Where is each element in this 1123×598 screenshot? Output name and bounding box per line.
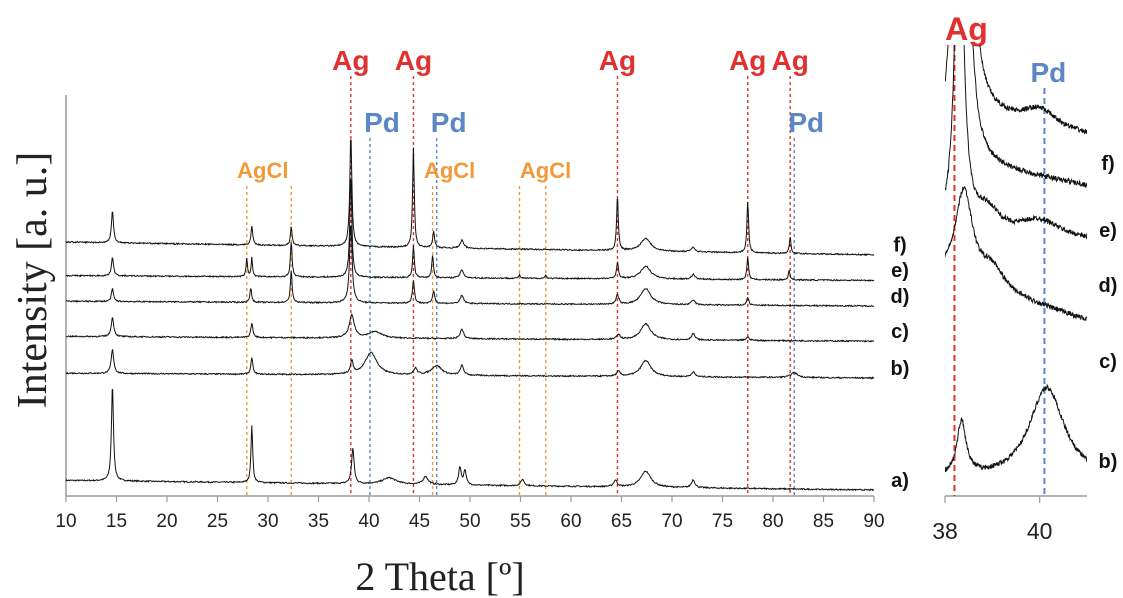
x-tick-label: 75 [712, 511, 733, 532]
x-tick-label: 30 [257, 511, 278, 532]
reference-label-ag: Ag [599, 45, 636, 76]
reference-label-pd: Pd [788, 107, 824, 138]
trace-label: c) [891, 321, 909, 343]
trace-label: f) [893, 235, 906, 257]
inset-trace-b [945, 383, 1087, 472]
inset-trace-e [945, 45, 1087, 189]
trace-b [65, 348, 875, 380]
inset-reference-label-ag: Ag [945, 11, 988, 47]
x-tick-label: 85 [813, 511, 834, 532]
x-tick-label: 40 [358, 511, 379, 532]
reference-label-agcl: AgCl [520, 158, 571, 183]
reference-label-ag: Ag [395, 45, 432, 76]
x-tick-label: 65 [611, 511, 632, 532]
reference-label-agcl: AgCl [237, 158, 288, 183]
x-tick-label: 80 [762, 511, 783, 532]
reference-label-ag: Ag [332, 45, 369, 76]
inset-trace-label: e) [1099, 220, 1117, 242]
trace-f [65, 139, 875, 257]
x-tick-label: 15 [106, 511, 127, 532]
inset-trace-label: d) [1099, 275, 1118, 297]
x-tick-label: 50 [459, 511, 480, 532]
inset-trace-label: b) [1099, 451, 1118, 473]
x-tick-label: 25 [207, 511, 228, 532]
trace-c [65, 313, 875, 343]
inset-reference-label-pd: Pd [1031, 57, 1067, 88]
x-tick-label: 60 [560, 511, 581, 532]
inset-trace-label: c) [1099, 351, 1117, 373]
x-tick-label: 20 [156, 511, 177, 532]
x-tick-label: 10 [55, 511, 76, 532]
x-axis-title: 2 Theta [º] [355, 554, 524, 598]
x-tick-label: 45 [409, 511, 430, 532]
trace-label: a) [891, 470, 909, 492]
inset-x-tick-label: 40 [1027, 518, 1053, 544]
reference-label-pd: Pd [364, 107, 400, 138]
trace-label: b) [891, 358, 910, 380]
inset-trace-c [945, 186, 1087, 321]
reference-label-agcl: AgCl [424, 158, 475, 183]
x-tick-label: 90 [863, 511, 884, 532]
inset-trace-d [945, 45, 1087, 240]
trace-label: d) [891, 286, 910, 308]
trace-label: e) [891, 260, 909, 282]
x-tick-label: 35 [308, 511, 329, 532]
trace-a [65, 388, 875, 492]
inset-trace-f [945, 45, 1087, 135]
x-tick-label: 70 [661, 511, 682, 532]
trace-d [65, 225, 875, 308]
reference-label-ag: Ag [729, 45, 766, 76]
inset-x-tick-label: 38 [932, 518, 958, 544]
x-tick-label: 55 [510, 511, 531, 532]
reference-label-pd: Pd [431, 107, 467, 138]
inset-trace-label: f) [1101, 153, 1114, 175]
trace-e [65, 178, 875, 282]
inset-traces [945, 45, 1087, 472]
y-axis-title: Intensity [a. u.] [10, 152, 56, 409]
inset-xrd-plot: 38 40 Ag Pd f) e) d) c) b) [932, 11, 1118, 544]
reference-label-ag: Ag [772, 45, 809, 76]
